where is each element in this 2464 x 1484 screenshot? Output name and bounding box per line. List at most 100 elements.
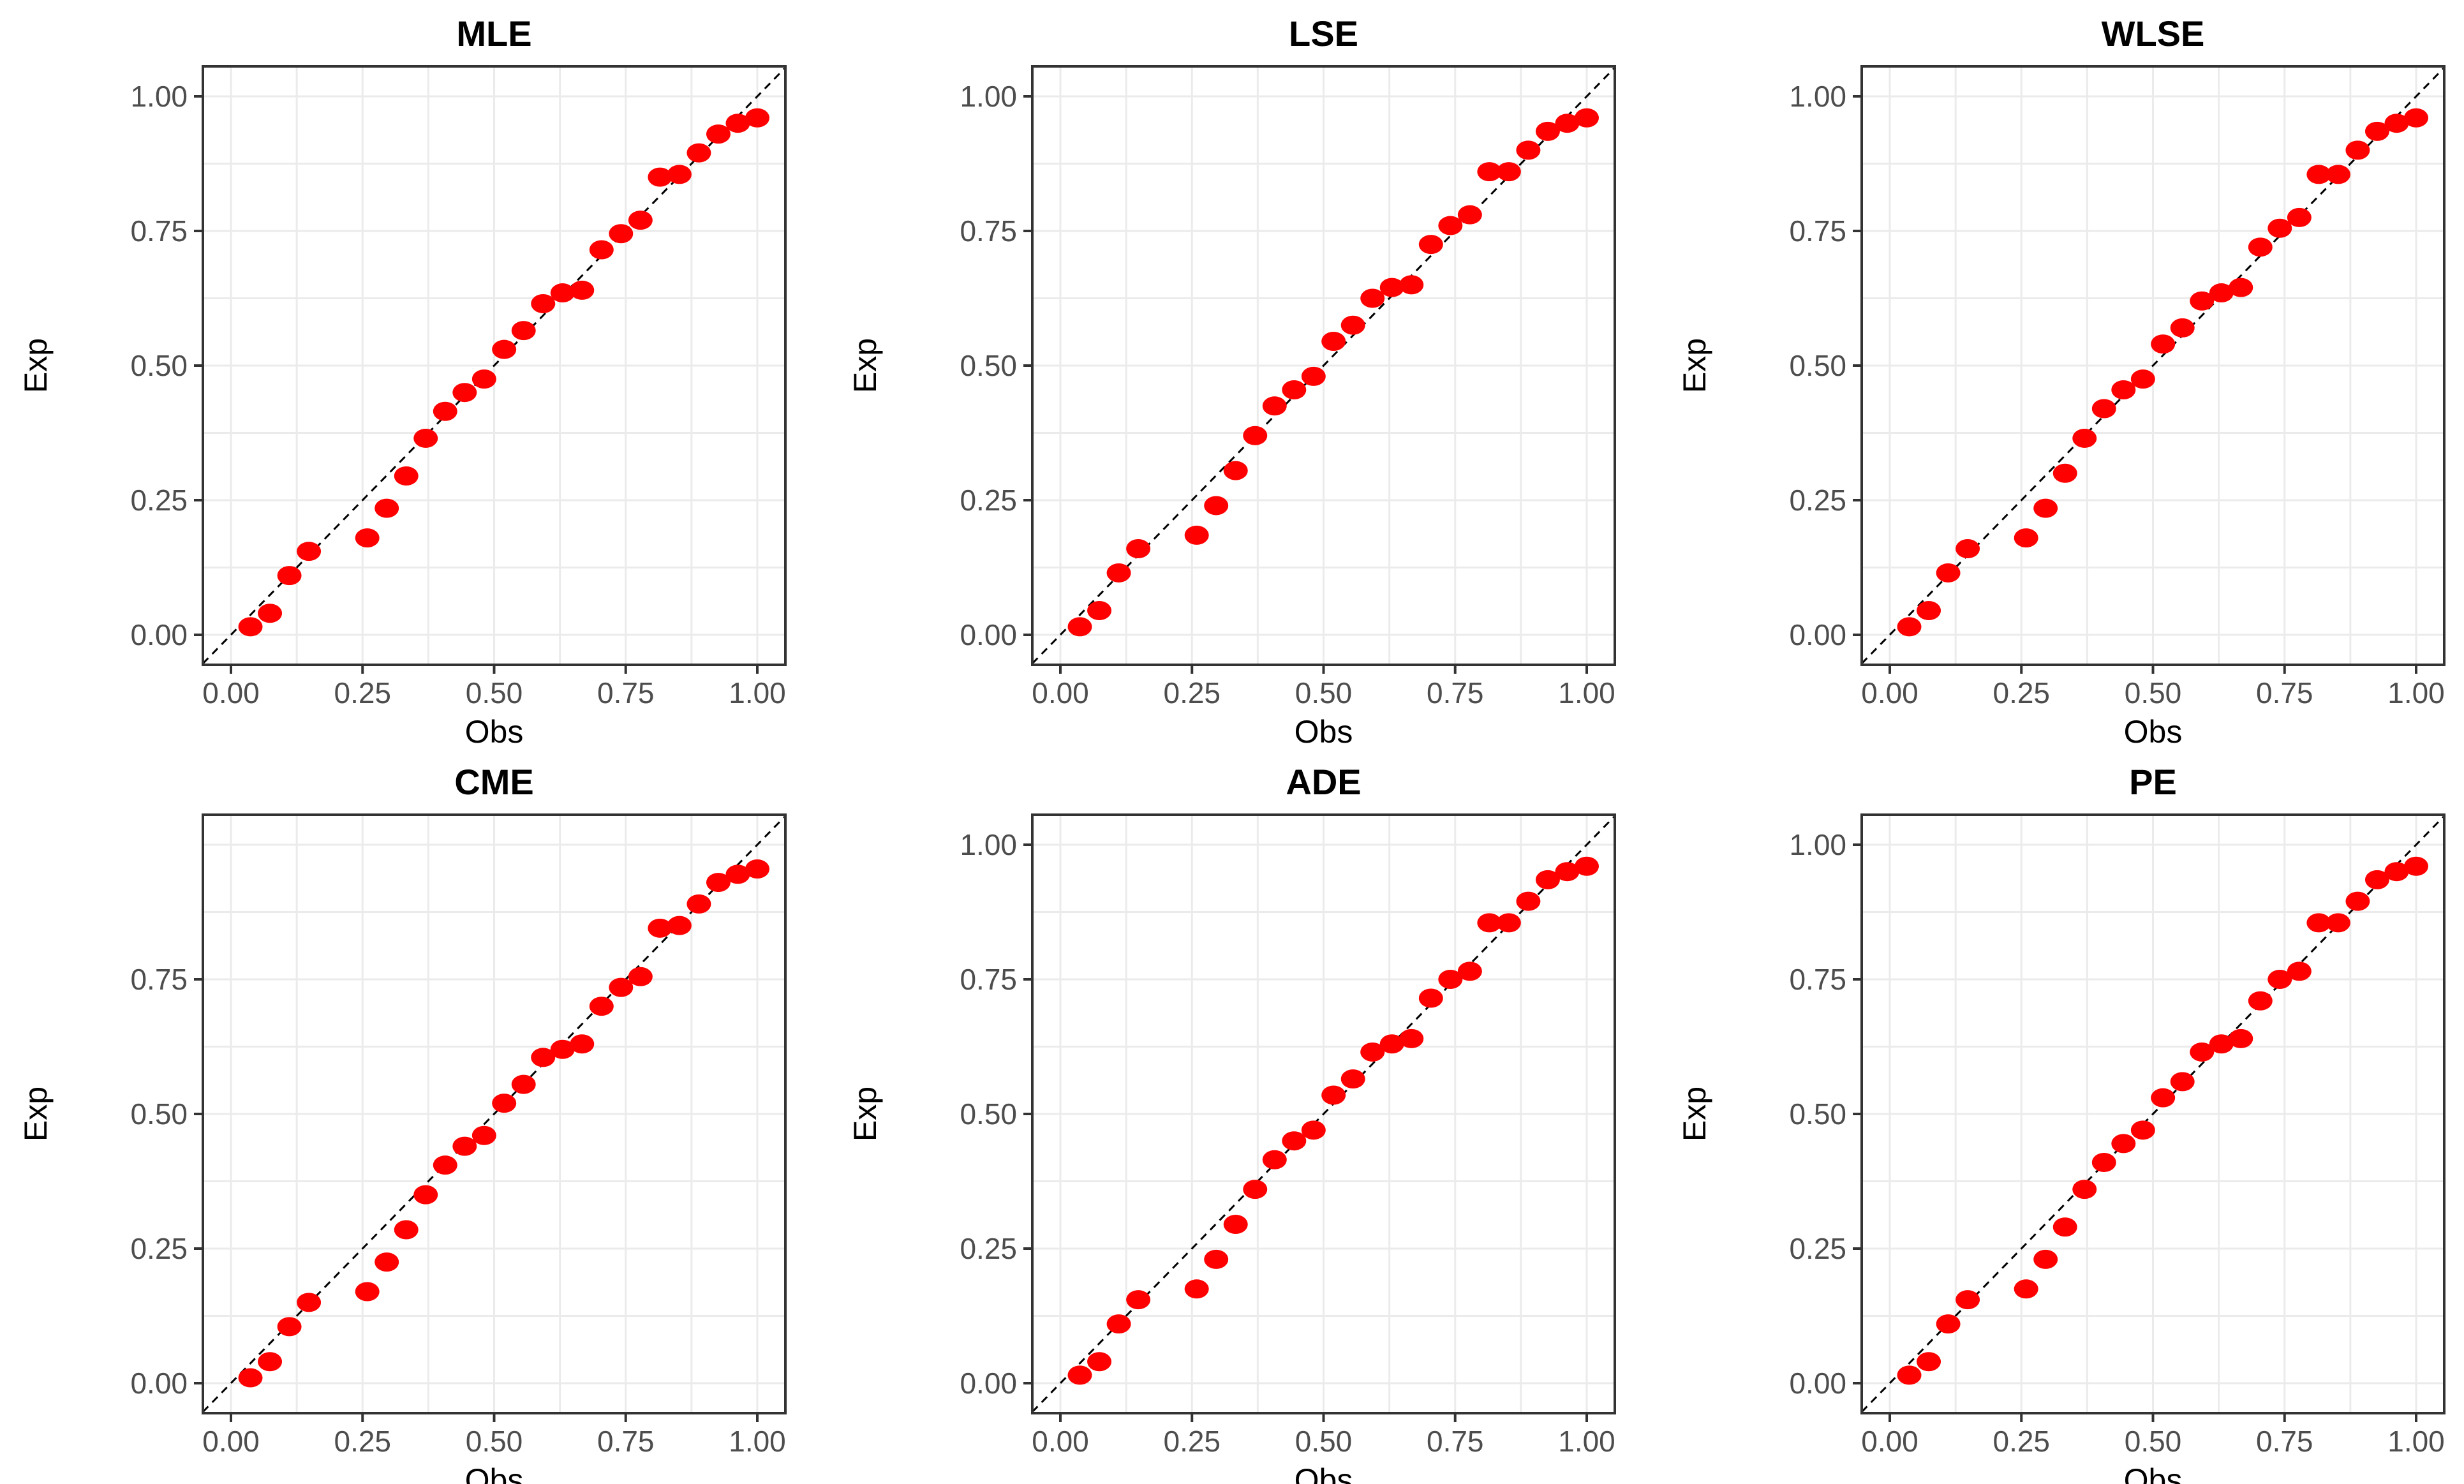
x-tick-label: 0.00 [202,1425,260,1458]
data-point [1282,380,1307,399]
data-point [1535,870,1560,889]
data-point [277,1317,302,1337]
data-point [550,1039,575,1059]
data-point [433,1155,457,1175]
data-point [531,1048,556,1067]
data-point [628,211,653,230]
data-point [492,1094,517,1113]
data-point [667,916,692,935]
data-point [2248,237,2273,257]
data-point [375,1252,399,1272]
data-point [1956,538,1980,558]
y-tick-label: 0.50 [960,1097,1017,1131]
y-tick-label: 0.75 [1789,214,1846,248]
data-point [413,1185,438,1205]
x-tick-label: 0.50 [466,676,523,709]
x-axis-label: Obs [465,1462,524,1484]
x-tick-label: 0.50 [466,1425,523,1458]
data-point [394,466,419,486]
data-point [2287,961,2312,981]
data-point [2209,1034,2234,1054]
y-tick-label: 0.50 [960,349,1017,382]
data-point [706,873,731,893]
data-point [2111,1134,2136,1154]
y-axis-label: Exp [18,338,54,393]
data-point [2190,291,2215,311]
data-point [1477,162,1502,182]
y-axis-label: Exp [847,1087,883,1141]
data-point [1897,617,1922,637]
data-point [2229,1028,2253,1048]
data-point [1917,1352,1941,1372]
data-point [471,369,496,389]
panel-title: MLE [456,13,531,54]
y-tick-label: 0.00 [960,618,1017,651]
panel-lse: 0.00 0.25 0.50 0.75 1.00 0.00 0.25 0.50 0.75 1.00… [847,13,1616,750]
data-point [1438,216,1463,235]
data-point [2306,165,2331,184]
x-tick-label: 0.25 [1163,1425,1221,1458]
data-point [1243,1180,1268,1199]
data-point [375,498,399,518]
data-point [1126,1290,1151,1310]
data-point [452,383,477,403]
data-point [570,1034,595,1054]
y-tick-label: 0.25 [960,484,1017,517]
y-tick-label: 0.50 [1789,349,1846,382]
data-point [297,542,322,561]
data-point [2190,1042,2215,1062]
reference-line [1031,66,1616,665]
panel-title: ADE [1286,762,1361,802]
x-axis-label: Obs [2124,1462,2183,1484]
x-axis-label: Obs [2124,714,2183,750]
data-point [1282,1131,1307,1151]
data-point [2033,498,2058,518]
data-point [1438,970,1463,989]
data-point [355,528,380,548]
data-point [1477,913,1502,933]
data-point [550,283,575,303]
reference-line [202,66,787,665]
y-tick-label: 0.75 [130,963,188,996]
x-tick-label: 0.75 [597,676,655,709]
x-tick-label: 1.00 [2387,676,2445,709]
data-point [687,143,711,163]
data-point [2130,369,2155,389]
reference-line [202,815,787,1413]
y-axis-label: Exp [1677,338,1712,393]
x-tick-label: 0.25 [1993,676,2050,709]
x-tick-label: 0.00 [1861,1425,1919,1458]
data-point [2404,856,2428,876]
data-point [2170,318,2195,338]
data-point [355,1282,380,1302]
data-point [1379,1034,1404,1054]
data-point [1399,275,1424,295]
y-tick-label: 0.00 [960,1367,1017,1400]
x-tick-label: 0.00 [202,676,260,709]
data-point [2111,380,2136,399]
data-point [2091,399,2116,419]
panel-ade: 0.00 0.25 0.50 0.75 1.00 0.00 0.25 0.50 0.75 1.00… [847,762,1616,1484]
x-axis-label: Obs [465,714,524,750]
reference-line [1031,815,1616,1413]
y-tick-label: 0.25 [130,484,188,517]
data-point [471,1125,496,1145]
data-point [745,859,769,879]
data-point [2091,1152,2116,1172]
data-point [2052,1217,2077,1237]
data-point [1243,426,1268,445]
data-point [238,1368,263,1388]
data-point [589,240,614,260]
data-point [1555,862,1580,882]
data-point [1262,1150,1287,1169]
x-tick-label: 1.00 [729,1425,786,1458]
data-point [2014,1279,2038,1299]
data-point [1067,617,1092,637]
data-point [648,167,672,187]
data-point [2384,114,2409,133]
data-point [725,114,750,133]
data-point [1126,538,1151,558]
data-point [1917,601,1941,621]
y-tick-label: 0.25 [130,1232,188,1265]
data-point [667,165,692,184]
